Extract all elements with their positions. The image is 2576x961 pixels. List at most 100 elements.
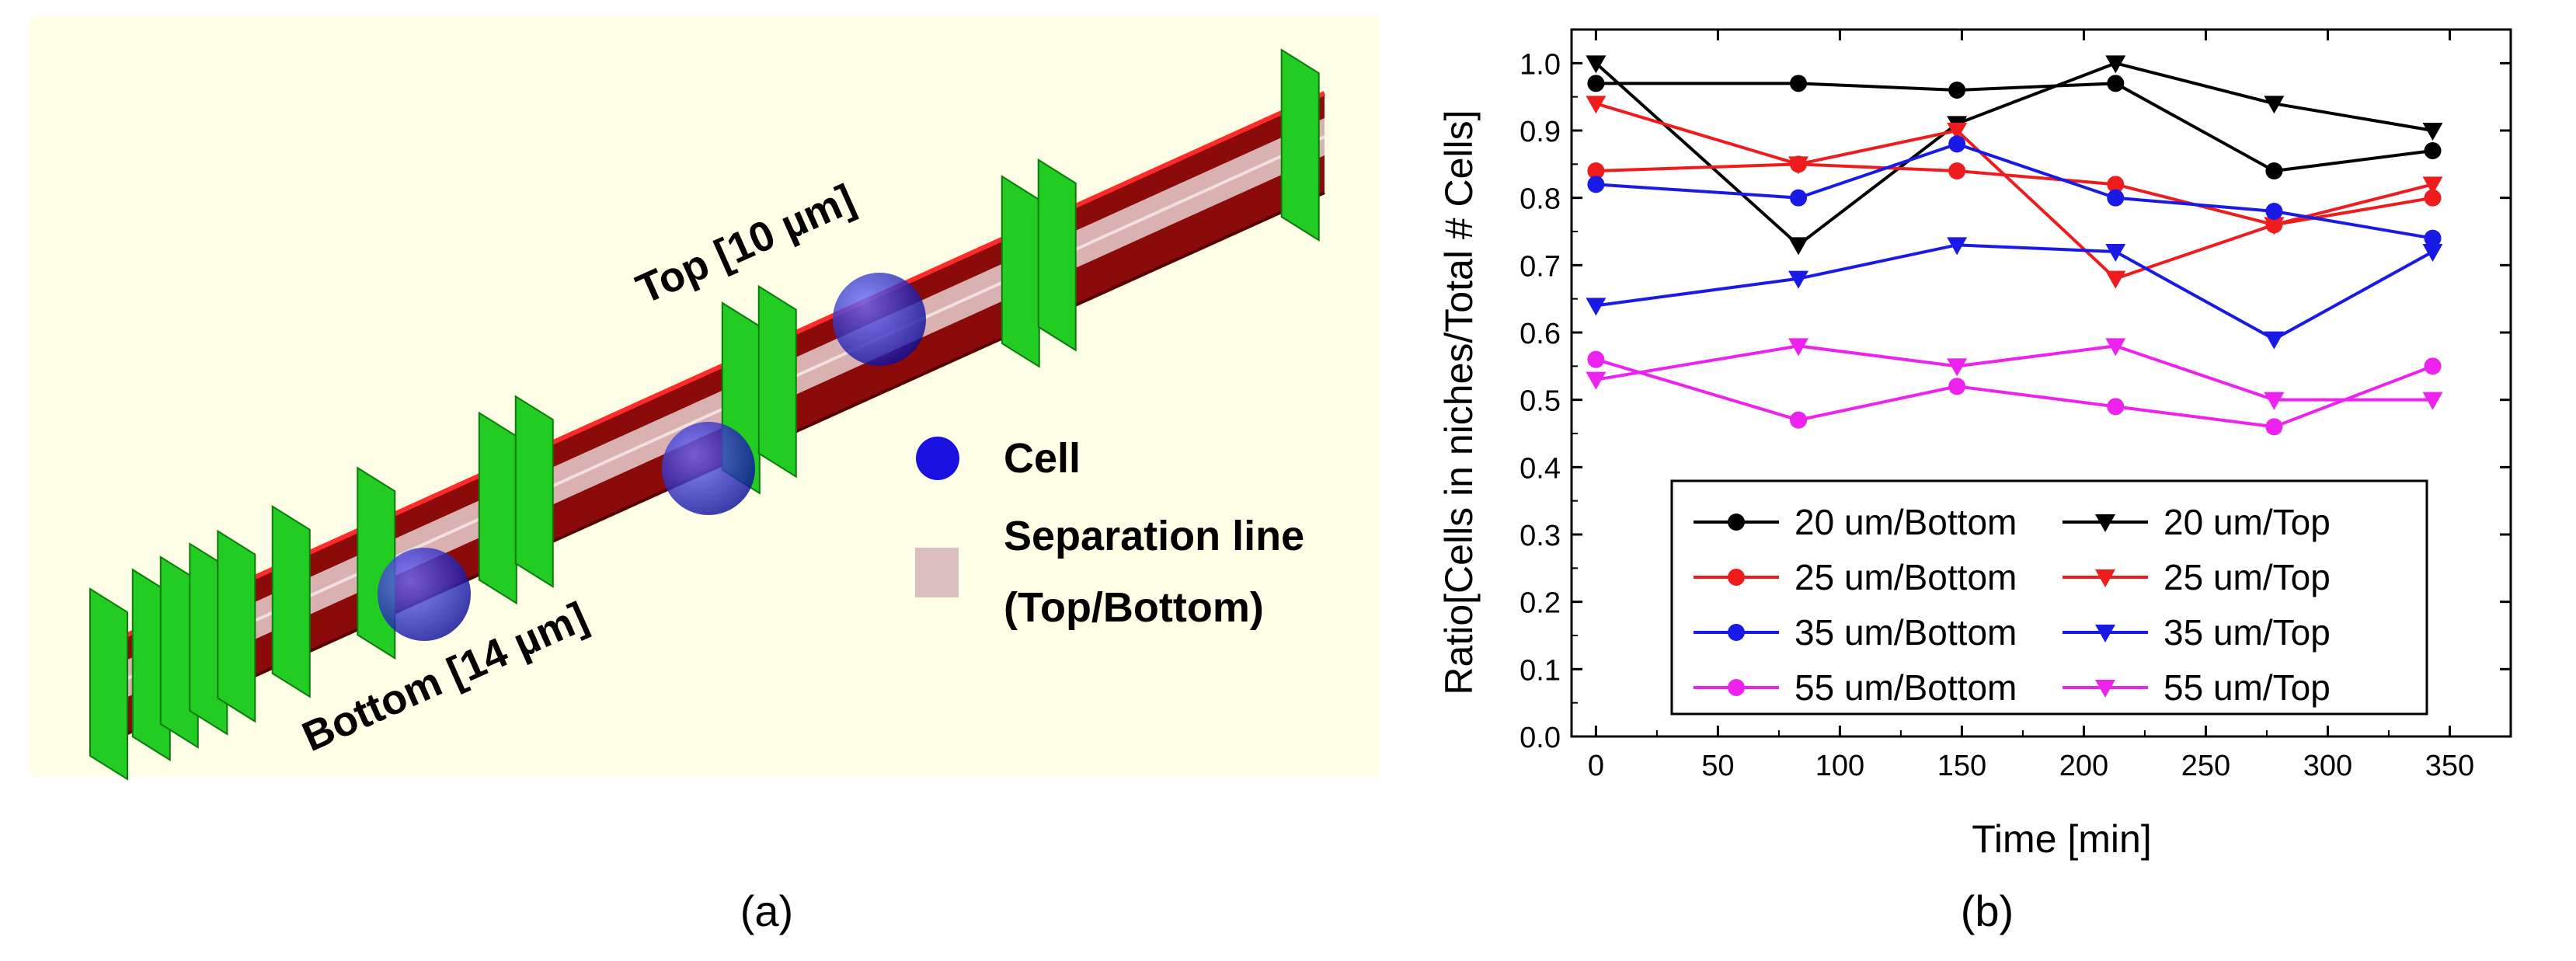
- niche-post: [1280, 48, 1320, 242]
- data-point: [1947, 123, 1968, 141]
- data-point: [1947, 237, 1968, 256]
- niche-post: [159, 555, 199, 749]
- chart-legend-box: [1670, 479, 2428, 716]
- x-tick-label: 350: [2425, 750, 2474, 782]
- niche-post: [478, 411, 517, 605]
- legend-marker: [1728, 514, 1745, 531]
- series-line: [1596, 243, 2434, 341]
- data-point: [1790, 75, 1808, 92]
- niche-post: [271, 504, 311, 698]
- legend-label: 55 um/Bottom: [1794, 667, 2017, 708]
- legend-marker: [2095, 569, 2115, 587]
- legend-label: 35 um/Top: [2163, 612, 2331, 653]
- data-point: [2105, 55, 2126, 74]
- legend-marker: [1728, 679, 1745, 696]
- niche-post: [89, 587, 128, 781]
- data-point: [2422, 123, 2443, 141]
- niche-posts: [89, 48, 1320, 781]
- y-tick-label: 0.4: [1519, 452, 1561, 485]
- data-point: [2107, 75, 2125, 92]
- data-point: [1586, 96, 1607, 114]
- data-point: [2424, 229, 2442, 247]
- data-point: [1947, 358, 1968, 377]
- data-point: [1790, 411, 1808, 429]
- caption-a: (a): [740, 886, 793, 935]
- data-point: [2422, 392, 2443, 410]
- data-point: [2264, 392, 2285, 410]
- cell-2: [662, 422, 755, 515]
- channel-top-edge: [107, 91, 1326, 646]
- data-point: [1788, 156, 1809, 175]
- y-tick-label: 0.0: [1519, 722, 1561, 754]
- legend-marker: [1728, 624, 1745, 641]
- legend-marker: [2095, 625, 2115, 642]
- y-tick-label: 0.1: [1519, 654, 1561, 687]
- y-tick-label: 0.7: [1519, 250, 1561, 283]
- niche-post: [757, 284, 797, 479]
- data-point: [2264, 331, 2285, 350]
- legend-label: 25 um/Bottom: [1794, 557, 2017, 597]
- data-point: [1587, 162, 1605, 179]
- data-point: [1788, 237, 1809, 256]
- data-point: [2265, 203, 2283, 220]
- x-tick-label: 250: [2181, 750, 2230, 782]
- data-point: [2265, 418, 2283, 436]
- series-line: [1595, 357, 2434, 429]
- data-point: [1788, 270, 1809, 289]
- plot-frame: [1570, 28, 2512, 738]
- data-point: [1790, 189, 1808, 207]
- y-tick-label: 1.0: [1519, 48, 1561, 81]
- series-line: [1596, 82, 2433, 173]
- legend-separation-label: Separation line: [1004, 513, 1304, 559]
- y-axis-label: Ratio[Cells in niches/Total # Cells]: [1437, 110, 1481, 695]
- y-tick-label: 0.8: [1519, 183, 1561, 216]
- data-point: [2264, 96, 2285, 114]
- legend-separation-label-2: (Top/Bottom): [1004, 584, 1264, 631]
- series-line: [1595, 61, 2433, 247]
- series-line: [1596, 162, 2433, 227]
- series-line: [1596, 142, 2433, 240]
- panel-b-chart: 0.0 0.1 0.2 0.3 0.4 0.5 0.6 0.7 0.8 0.9 1.0 0 50 100 1…: [1437, 28, 2512, 935]
- data-point: [2424, 189, 2442, 207]
- data-point: [2107, 176, 2125, 193]
- x-tick-label: 50: [1701, 750, 1734, 782]
- data-point: [2107, 189, 2125, 207]
- data-point: [2424, 142, 2442, 159]
- data-point: [2264, 217, 2285, 235]
- legend-cell-label: Cell: [1004, 435, 1081, 482]
- y-tick-label: 0.3: [1519, 520, 1561, 552]
- data-point: [1948, 162, 1966, 179]
- series-line: [1596, 344, 2433, 402]
- legend-label: 20 um/Top: [2163, 502, 2331, 542]
- x-tick-label: 0: [1588, 750, 1604, 782]
- x-axis-label: Time [min]: [1972, 817, 2152, 861]
- x-tick-label: 150: [1937, 750, 1986, 782]
- data-point: [2105, 244, 2126, 262]
- legend-marker: [2095, 514, 2115, 532]
- data-point: [2265, 162, 2283, 179]
- x-tick-label: 100: [1815, 750, 1864, 782]
- data-point: [2424, 357, 2442, 375]
- data-point: [2422, 244, 2443, 262]
- separation-line: [108, 135, 1325, 688]
- data-point: [1586, 371, 1607, 390]
- data-point: [1948, 82, 1966, 99]
- y-tick-label: 0.5: [1519, 385, 1561, 418]
- cell-1: [378, 548, 471, 641]
- legend-label: 55 um/Top: [2163, 667, 2331, 708]
- y-tick-label: 0.2: [1519, 587, 1561, 620]
- data-point: [1587, 350, 1605, 368]
- legend-marker: [1728, 569, 1745, 586]
- niche-post: [514, 395, 554, 589]
- legend-label: 35 um/Bottom: [1794, 612, 2017, 653]
- legend-separation-symbol: [915, 548, 959, 597]
- data-point: [1948, 135, 1966, 153]
- chart-axes: 0.0 0.1 0.2 0.3 0.4 0.5 0.6 0.7 0.8 0.9 1.0 0 50 100 1…: [1519, 28, 2512, 782]
- x-tick-label: 200: [2059, 750, 2108, 782]
- y-tick-label: 0.9: [1519, 116, 1561, 148]
- data-point: [2422, 176, 2443, 195]
- data-point: [1788, 338, 1809, 357]
- legend-label: 25 um/Top: [2163, 557, 2331, 597]
